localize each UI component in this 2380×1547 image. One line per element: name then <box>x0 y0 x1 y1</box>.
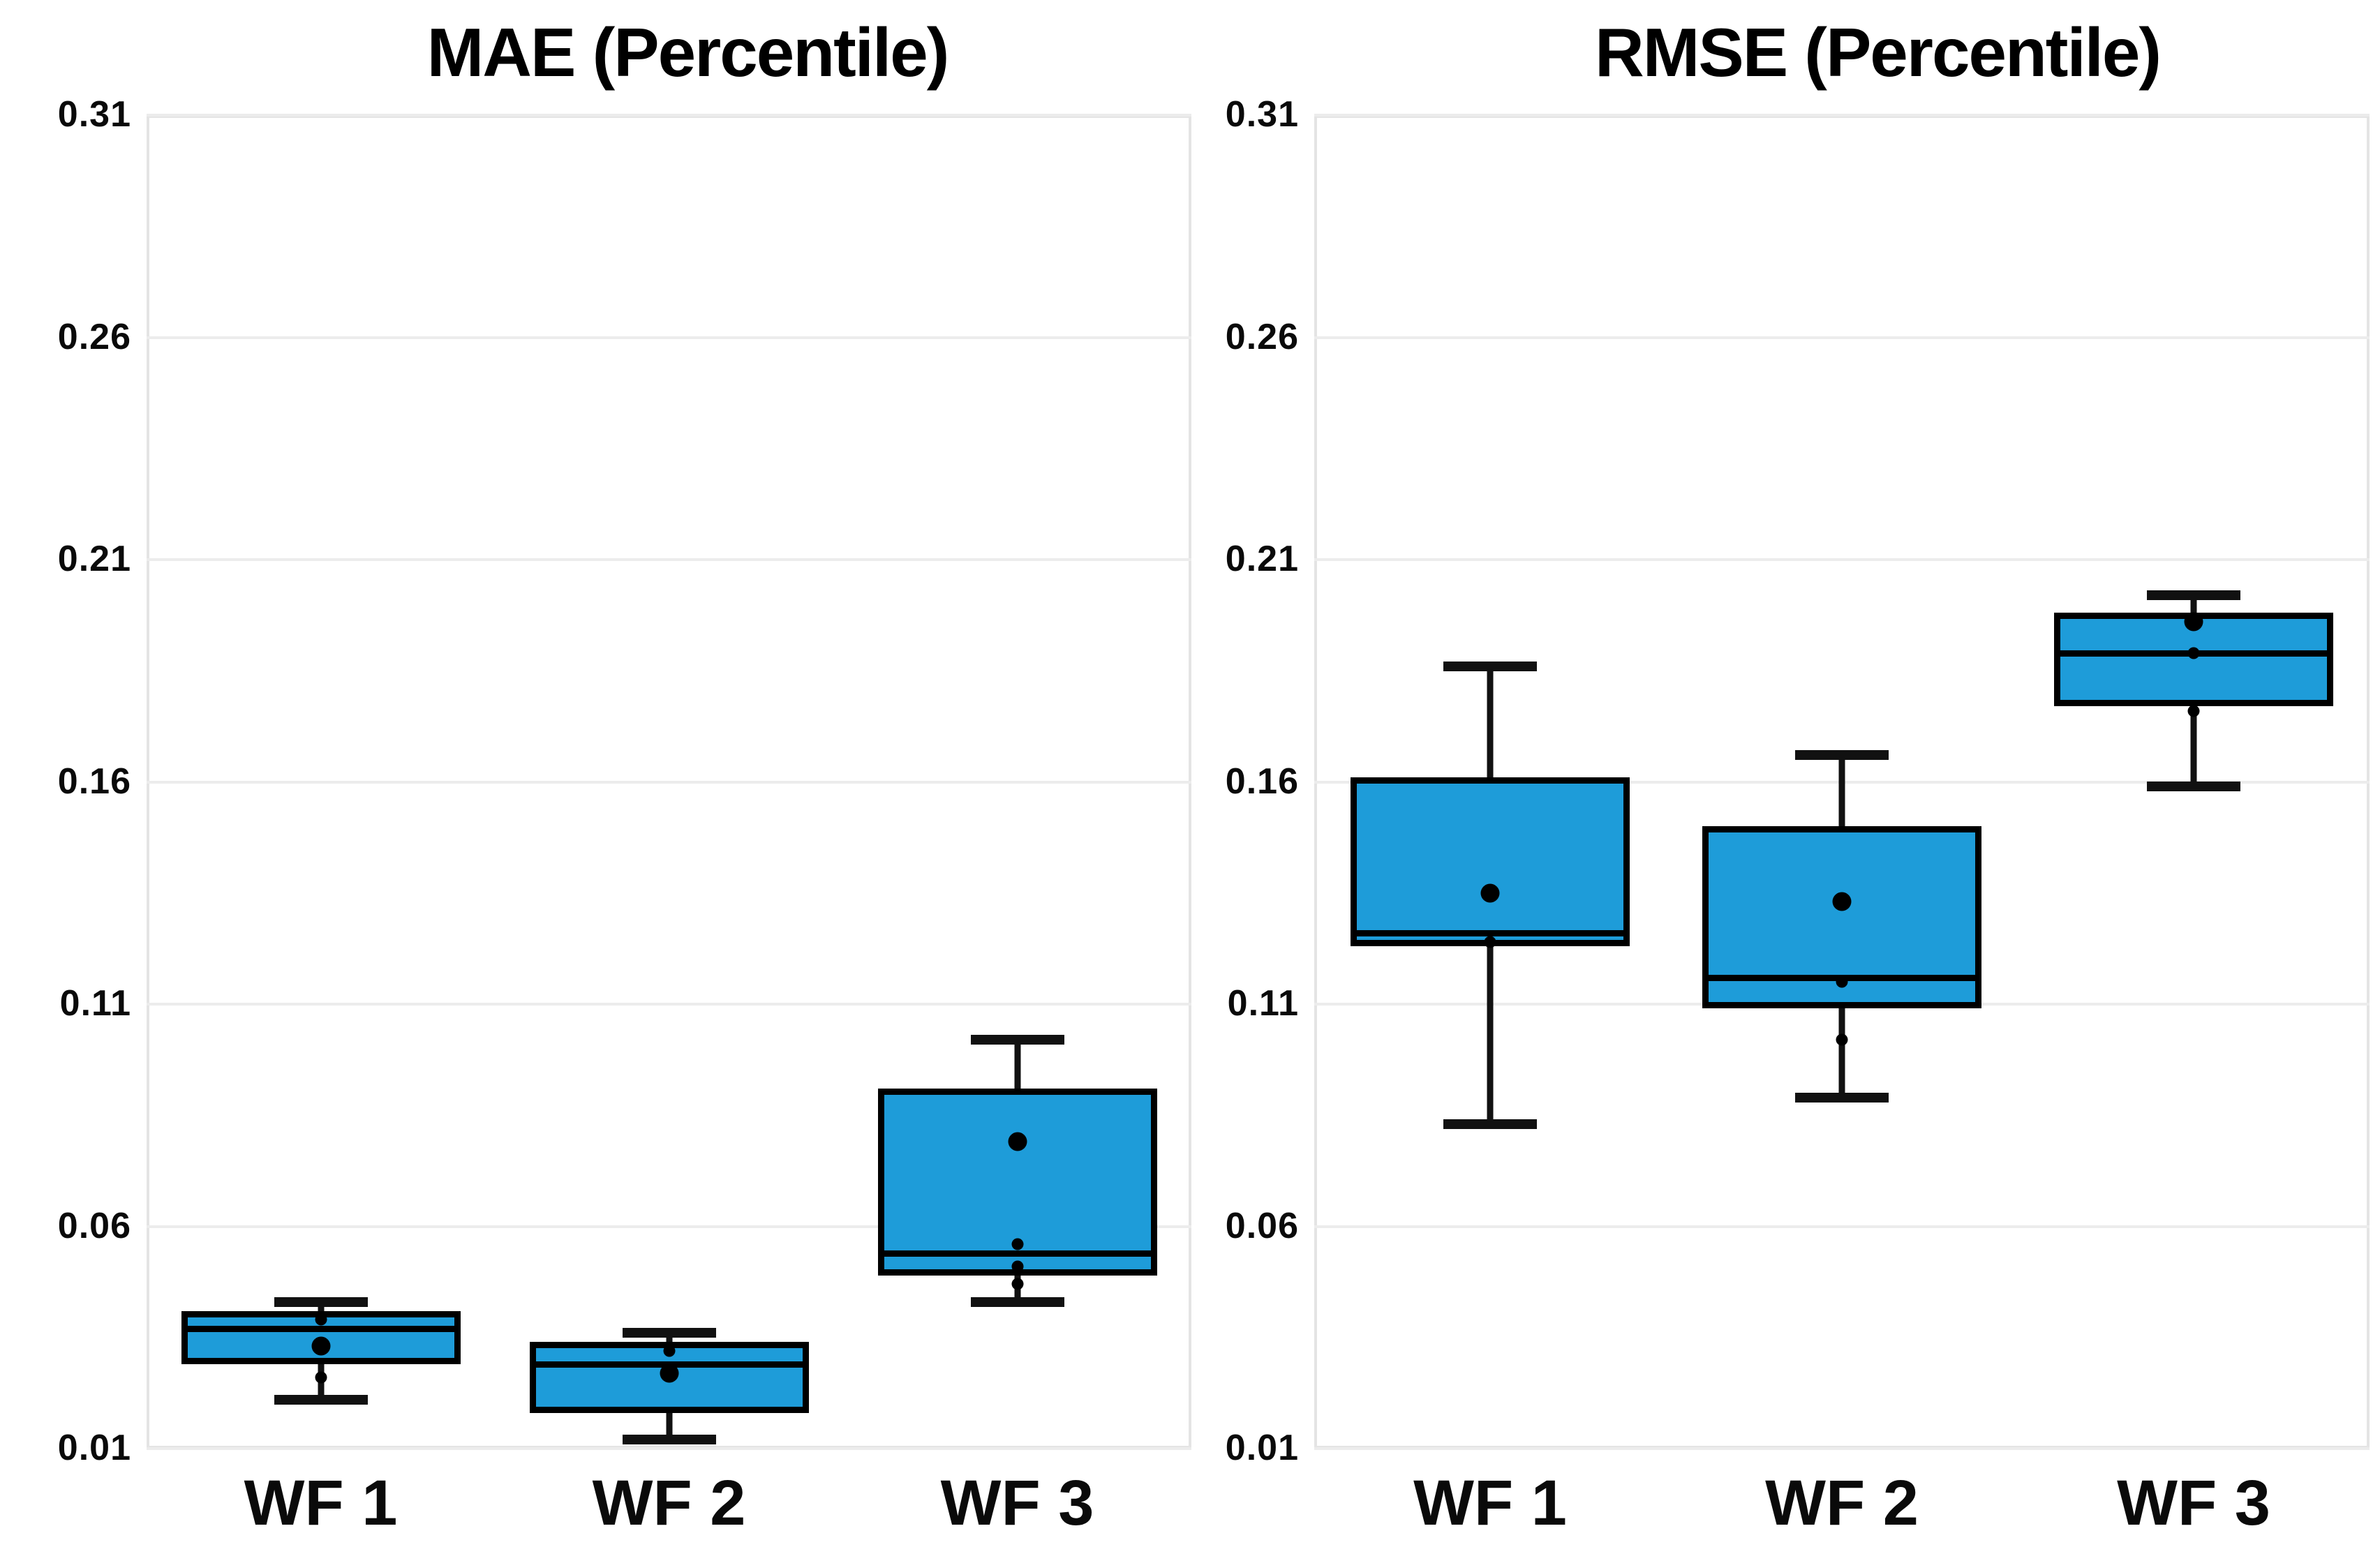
data-point-dot <box>315 1313 327 1326</box>
whisker-cap-top <box>622 1328 716 1338</box>
iqr-box <box>1351 777 1630 947</box>
y-tick-label: 0.01 <box>57 1427 131 1468</box>
whisker-cap-top <box>274 1296 368 1307</box>
mean-dot <box>1832 892 1852 911</box>
mean-dot <box>311 1336 330 1356</box>
whisker-cap-bottom <box>2147 781 2240 791</box>
median-line <box>883 1250 1152 1257</box>
gridline <box>147 1225 1191 1228</box>
y-tick-label: 0.16 <box>57 761 131 802</box>
y-tick-label: 0.11 <box>1227 982 1299 1024</box>
data-point-dot <box>1836 1033 1848 1046</box>
y-tick-label: 0.06 <box>57 1205 131 1246</box>
y-tick-label: 0.16 <box>1225 761 1299 802</box>
whisker-cap-top <box>970 1034 1064 1045</box>
gridline <box>1314 1225 2370 1228</box>
data-point-dot <box>1011 1278 1023 1290</box>
y-tick-label: 0.26 <box>1225 316 1299 357</box>
gridline <box>1314 336 2370 339</box>
whisker-cap-top <box>1795 750 1889 761</box>
whisker-cap-bottom <box>970 1296 1064 1307</box>
x-tick-label: WF 2 <box>592 1467 746 1539</box>
whisker-cap-bottom <box>1443 1119 1537 1129</box>
x-tick-label: WF 3 <box>940 1467 1094 1539</box>
whisker-cap-bottom <box>274 1394 368 1405</box>
gridline <box>1314 1447 2370 1450</box>
y-tick-label: 0.31 <box>1225 94 1299 135</box>
y-tick-label: 0.01 <box>1225 1427 1299 1468</box>
rmse-chart-title: RMSE (Percentile) <box>1594 14 2162 91</box>
data-point-dot <box>1484 936 1496 948</box>
y-tick-label: 0.31 <box>57 94 131 135</box>
gridline <box>147 336 1191 339</box>
x-tick-label: WF 2 <box>1765 1467 1919 1539</box>
data-point-dot <box>1011 1238 1023 1250</box>
y-tick-label: 0.06 <box>1225 1205 1299 1246</box>
mean-dot <box>1008 1132 1027 1151</box>
median-line <box>186 1326 455 1332</box>
whisker-cap-bottom <box>622 1435 716 1445</box>
median-line <box>1356 930 1624 937</box>
data-point-dot <box>663 1345 675 1357</box>
gridline <box>147 114 1191 117</box>
mean-dot <box>2184 612 2203 631</box>
whisker-cap-top <box>1443 661 1537 671</box>
gridline <box>147 780 1191 784</box>
mean-dot <box>660 1363 678 1383</box>
gridline <box>147 1447 1191 1450</box>
x-tick-label: WF 1 <box>244 1467 398 1539</box>
x-tick-label: WF 3 <box>2117 1467 2270 1539</box>
gridline <box>147 558 1191 561</box>
gridline <box>1314 558 2370 561</box>
gridline <box>1314 114 2370 117</box>
mean-dot <box>1480 883 1500 903</box>
data-point-dot <box>2187 705 2200 717</box>
y-tick-label: 0.11 <box>59 982 131 1024</box>
y-tick-label: 0.26 <box>57 316 131 357</box>
data-point-dot <box>1011 1260 1023 1273</box>
gridline <box>147 1003 1191 1006</box>
whisker-cap-top <box>2147 590 2240 600</box>
x-tick-label: WF 1 <box>1413 1467 1567 1539</box>
y-tick-label: 0.21 <box>57 538 131 579</box>
whisker-cap-bottom <box>1795 1092 1889 1103</box>
data-point-dot <box>315 1371 327 1384</box>
y-tick-label: 0.21 <box>1225 538 1299 579</box>
data-point-dot <box>2187 647 2200 659</box>
data-point-dot <box>1836 976 1848 988</box>
mae-chart-title: MAE (Percentile) <box>426 14 950 91</box>
